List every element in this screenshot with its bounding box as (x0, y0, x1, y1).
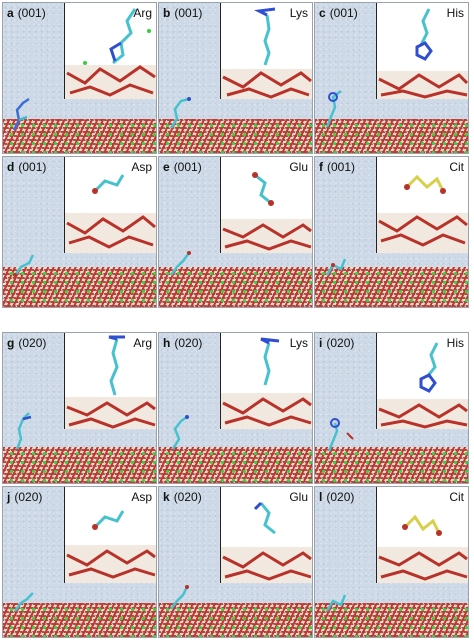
mineral-slab (3, 447, 156, 483)
panel-e: Glu e (001) (158, 156, 313, 308)
amino-acid-label: His (446, 6, 464, 20)
panel-label: d (001) (7, 160, 47, 174)
molecule-closeup-icon (65, 335, 156, 429)
amino-acid-label: Glu (289, 160, 308, 174)
inset-zoom: Arg (64, 333, 156, 429)
amino-acid-label: Lys (289, 336, 308, 350)
molecule-closeup-icon (221, 172, 312, 253)
panel-label: k (020) (163, 490, 202, 504)
inset-zoom: Cit (376, 487, 468, 583)
mineral-slab (159, 447, 312, 483)
mineral-slab (315, 447, 468, 483)
mineral-slab (3, 603, 156, 637)
panel-label: f (001) (319, 160, 356, 174)
molecule-closeup-icon (221, 337, 312, 429)
small-molecule-icon (325, 90, 342, 128)
amino-acid-label: Asp (131, 490, 152, 504)
panel-label: i (020) (319, 336, 355, 350)
molecule-closeup-icon (377, 342, 468, 429)
panel-h: Lys h (020) (158, 332, 313, 484)
inset-zoom: Glu (220, 487, 312, 583)
panel-c: His c (001) (314, 2, 469, 154)
small-molecule-icon (13, 254, 35, 277)
panel-label: l (020) (319, 490, 355, 504)
mineral-slab (3, 119, 156, 153)
panel-k: Glu k (020) (158, 486, 313, 638)
panel-a: Arg a (001) (2, 2, 157, 154)
molecule-closeup-icon (377, 174, 468, 253)
mineral-slab (159, 603, 312, 637)
inset-zoom: His (376, 333, 468, 429)
molecule-closeup-icon (221, 7, 312, 99)
molecule-closeup-icon (65, 174, 156, 253)
panel-g: Arg g (020) (2, 332, 157, 484)
panel-d: Asp d (001) (2, 156, 157, 308)
inset-zoom: Lys (220, 3, 312, 99)
amino-acid-label: Arg (133, 6, 152, 20)
molecule-closeup-icon (377, 8, 468, 99)
molecule-closeup-icon (377, 514, 468, 583)
molecule-closeup-icon (65, 510, 156, 583)
panel-b: Lys b (001) (158, 2, 313, 154)
amino-acid-label: Glu (289, 490, 308, 504)
inset-zoom: Asp (64, 487, 156, 583)
molecule-closeup-icon (65, 8, 156, 99)
small-molecule-icon (15, 412, 32, 450)
mineral-slab (315, 119, 468, 153)
mineral-slab (159, 119, 312, 153)
mineral-slab (3, 267, 156, 307)
small-molecule-icon (171, 415, 189, 450)
small-molecule-icon (169, 97, 191, 129)
amino-acid-label: Arg (133, 336, 152, 350)
amino-acid-label: Lys (289, 6, 308, 20)
small-molecule-icon (170, 585, 189, 610)
inset-zoom: Glu (220, 157, 312, 253)
panel-l: Cit l (020) (314, 486, 469, 638)
amino-acid-label: Cit (449, 160, 464, 174)
panel-j: Asp j (020) (2, 486, 157, 638)
panel-f: Cit f (001) (314, 156, 469, 308)
mineral-slab (159, 267, 312, 307)
inset-zoom: Arg (64, 3, 156, 99)
inset-zoom: Lys (220, 333, 312, 429)
panel-i: His i (020) (314, 332, 469, 484)
molecule-closeup-icon (221, 501, 312, 583)
small-molecule-icon (325, 594, 347, 612)
amino-acid-label: Asp (131, 160, 152, 174)
panel-label: b (001) (163, 6, 203, 20)
panel-label: h (020) (163, 336, 203, 350)
panel-label: c (001) (319, 6, 358, 20)
panel-label: a (001) (7, 6, 46, 20)
inset-zoom: Cit (376, 157, 468, 253)
inset-zoom: His (376, 3, 468, 99)
small-molecule-icon (325, 258, 347, 276)
inset-zoom: Asp (64, 157, 156, 253)
mineral-slab (315, 267, 468, 307)
small-molecule-icon (327, 418, 354, 452)
small-molecule-icon (12, 97, 30, 131)
panel-label: j (020) (7, 490, 43, 504)
panel-label: g (020) (7, 336, 47, 350)
small-molecule-icon (14, 592, 34, 612)
small-molecule-icon (170, 251, 191, 276)
amino-acid-label: His (446, 336, 464, 350)
mineral-slab (315, 603, 468, 637)
amino-acid-label: Cit (449, 490, 464, 504)
panel-label: e (001) (163, 160, 202, 174)
